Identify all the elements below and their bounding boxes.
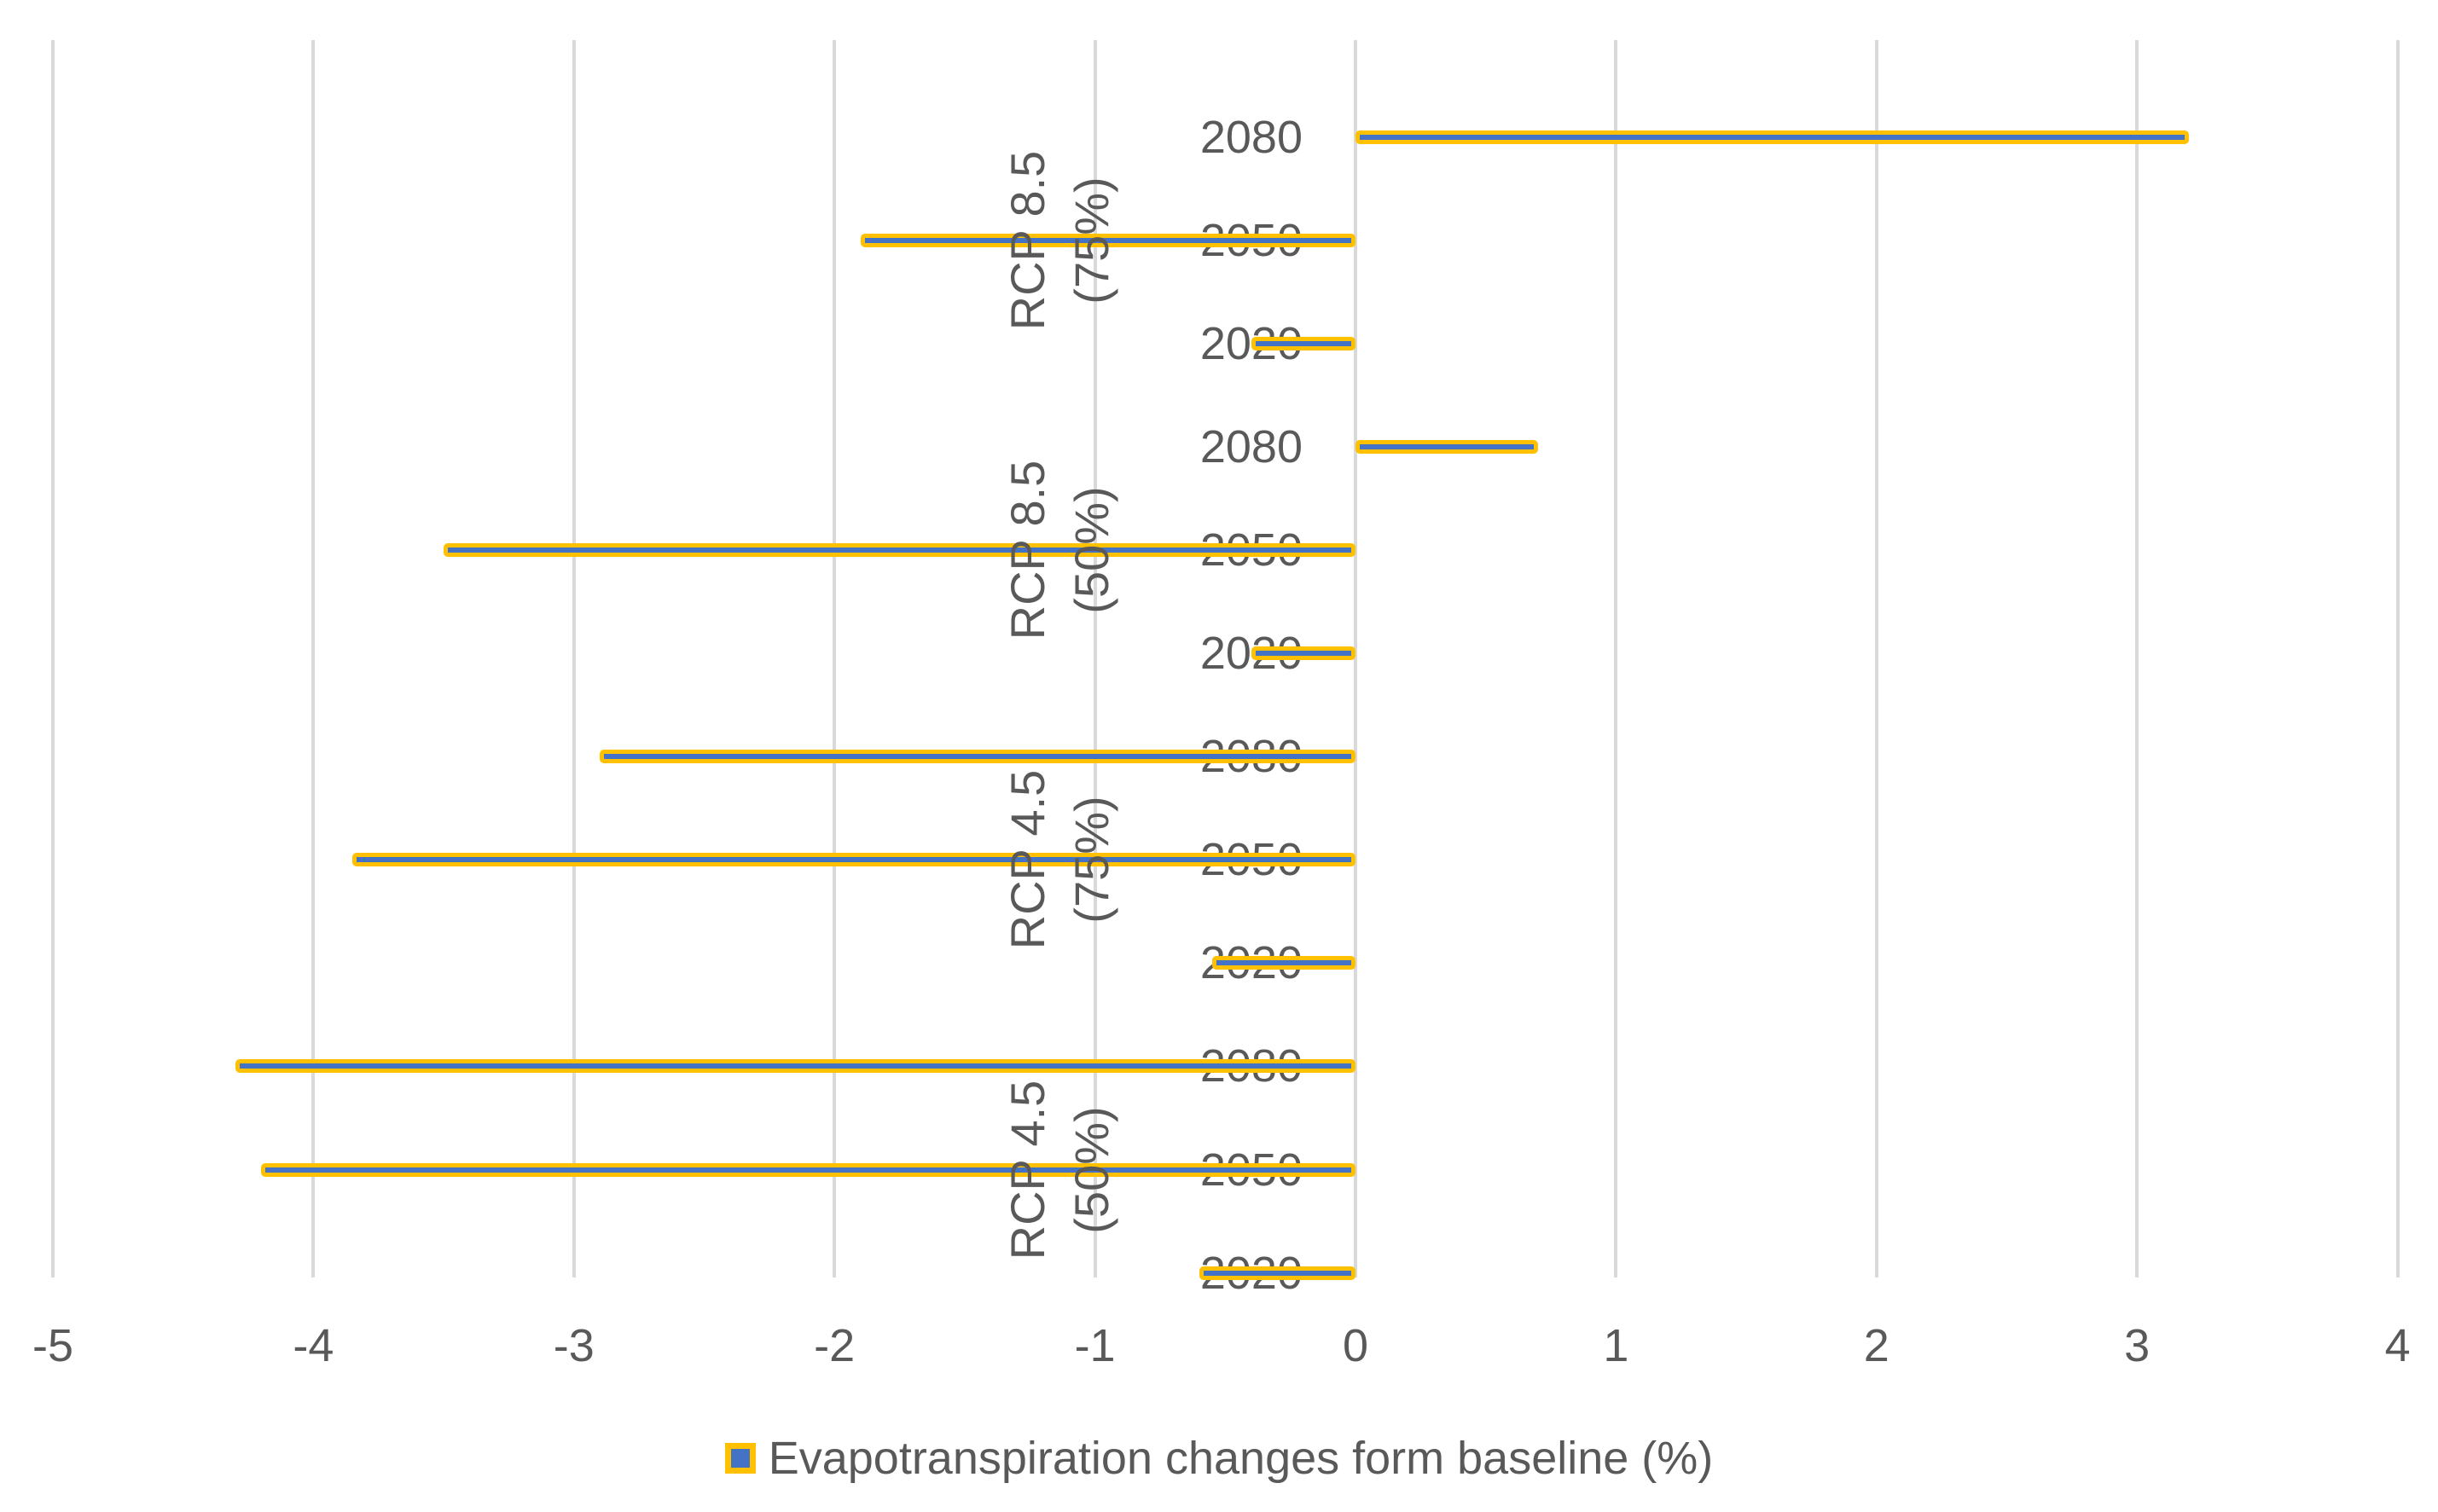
x-tick-label: 4 (2384, 1320, 2411, 1371)
legend-label: Evapotranspiration changes form baseline… (768, 1433, 1714, 1484)
bar-rcp-4.5-75-2020 (1212, 956, 1355, 970)
gridline (1354, 40, 1357, 1277)
gridline (1874, 40, 1878, 1277)
gridline (1614, 40, 1618, 1277)
x-tick-label: -1 (1074, 1320, 1116, 1371)
bar-rcp-8.5-50-2080 (1355, 439, 1538, 454)
group-label: RCP 4.5 (75%) (1001, 769, 1118, 950)
bar-rcp-8.5-75-2050 (860, 233, 1355, 247)
x-tick-label: 2 (1863, 1320, 1889, 1371)
legend-marker-icon (724, 1443, 756, 1474)
gridline (833, 40, 837, 1277)
gridline (572, 40, 576, 1277)
x-tick-label: -2 (814, 1320, 856, 1371)
x-tick-label: -3 (553, 1320, 595, 1371)
bar-rcp-8.5-75-2080 (1355, 130, 2190, 144)
gridline (51, 40, 55, 1277)
group-label: RCP 8.5 (50%) (1001, 460, 1118, 640)
x-tick-label: 0 (1342, 1320, 1369, 1371)
x-tick-label: 1 (1603, 1320, 1629, 1371)
bar-rcp-4.5-50-2050 (261, 1162, 1355, 1177)
gridline (2395, 40, 2400, 1277)
bar-rcp-4.5-50-2080 (235, 1059, 1355, 1074)
category-label: 2080 (1199, 420, 1303, 472)
bar-rcp-8.5-75-2020 (1251, 336, 1355, 350)
group-label: RCP 4.5 (50%) (1001, 1080, 1118, 1260)
group-label: RCP 8.5 (75%) (1001, 150, 1118, 330)
gridline (2135, 40, 2139, 1277)
x-tick-label: 3 (2124, 1320, 2151, 1371)
bar-rcp-8.5-50-2020 (1251, 646, 1355, 660)
legend: Evapotranspiration changes form baseline… (0, 1433, 2438, 1484)
bar-rcp-4.5-75-2080 (600, 750, 1355, 764)
x-tick-label: -4 (293, 1320, 334, 1371)
gridline (311, 40, 316, 1277)
bar-rcp-4.5-75-2050 (352, 853, 1355, 867)
x-tick-label: -5 (32, 1320, 73, 1371)
bar-rcp-4.5-50-2020 (1199, 1266, 1355, 1280)
gridline (1093, 40, 1097, 1277)
bar-rcp-8.5-50-2050 (444, 542, 1355, 557)
category-label: 2080 (1199, 111, 1303, 163)
